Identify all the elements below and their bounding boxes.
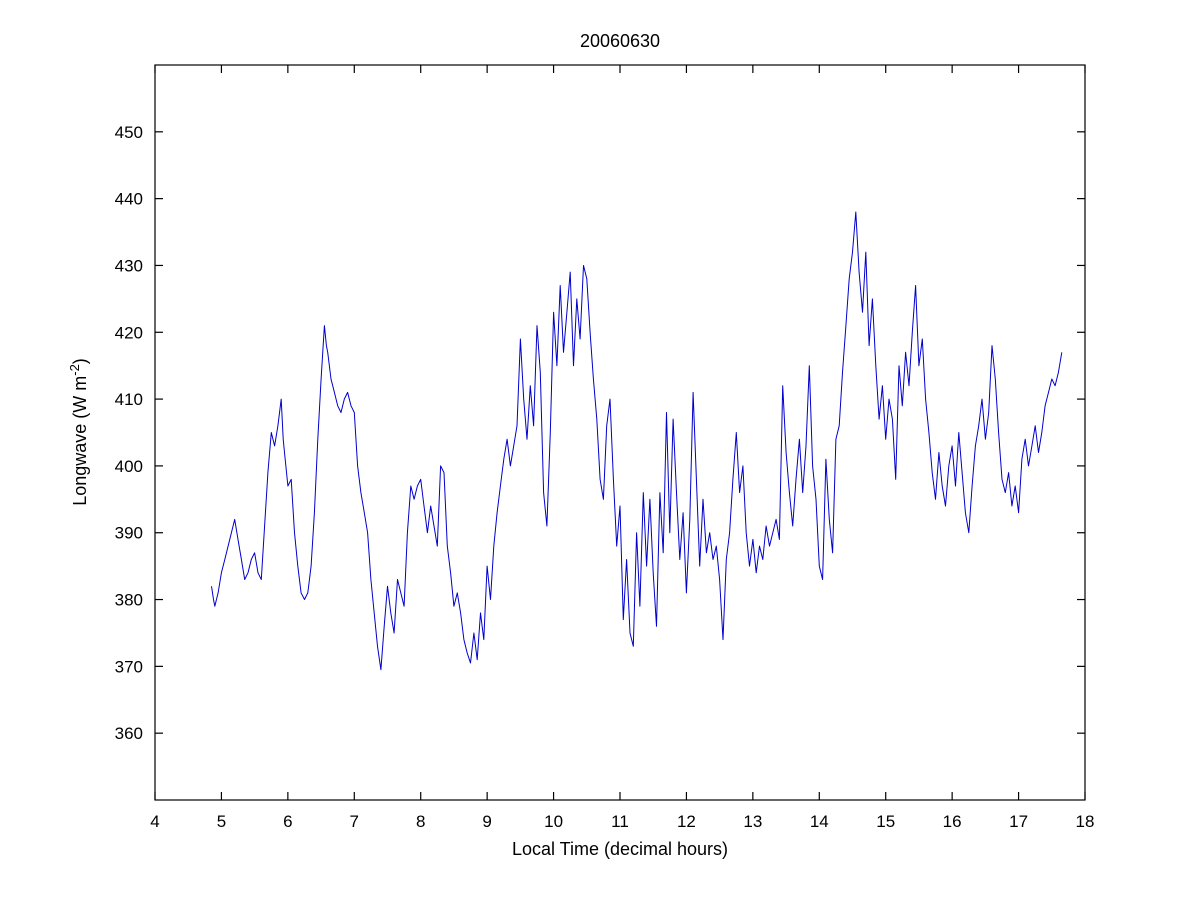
y-tick-label: 370 [115, 657, 143, 676]
y-axis-label: Longwave (W m-2) [67, 358, 90, 506]
y-tick-label: 440 [115, 190, 143, 209]
x-tick-label: 16 [943, 812, 962, 831]
data-line [211, 211, 1063, 671]
x-tick-label: 5 [217, 812, 226, 831]
x-tick-label: 4 [150, 812, 159, 831]
plot-box [154, 64, 1086, 801]
y-tick-label: 400 [115, 457, 143, 476]
x-tick-label: 18 [1076, 812, 1095, 831]
chart-title: 20060630 [580, 31, 660, 51]
x-tick-label: 14 [810, 812, 829, 831]
x-tick-label: 17 [1009, 812, 1028, 831]
x-axis-label: Local Time (decimal hours) [512, 839, 728, 859]
y-tick-label: 380 [115, 591, 143, 610]
y-tick-label: 390 [115, 524, 143, 543]
y-tick-label: 430 [115, 256, 143, 275]
x-tick-label: 9 [482, 812, 491, 831]
x-tick-label: 12 [677, 812, 696, 831]
x-tick-label: 15 [876, 812, 895, 831]
y-tick-label: 410 [115, 390, 143, 409]
x-tick-label: 7 [350, 812, 359, 831]
y-axis-label-main: Longwave (W m [70, 376, 90, 506]
x-tick-label: 11 [611, 812, 629, 831]
y-axis-label-end: ) [70, 358, 90, 364]
x-tick-label: 6 [283, 812, 292, 831]
plot-area: 4 5 6 7 8 9 10 11 12 13 14 15 16 17 18 360 370 380 390 400 4… [115, 64, 1095, 831]
y-tick-label: 360 [115, 724, 143, 743]
y-axis-label-superscript: -2 [67, 364, 82, 376]
x-tick-label: 10 [544, 812, 563, 831]
x-tick-label: 13 [743, 812, 762, 831]
y-tick-label: 450 [115, 123, 143, 142]
y-tick-label: 420 [115, 323, 143, 342]
x-tick-label: 8 [416, 812, 425, 831]
